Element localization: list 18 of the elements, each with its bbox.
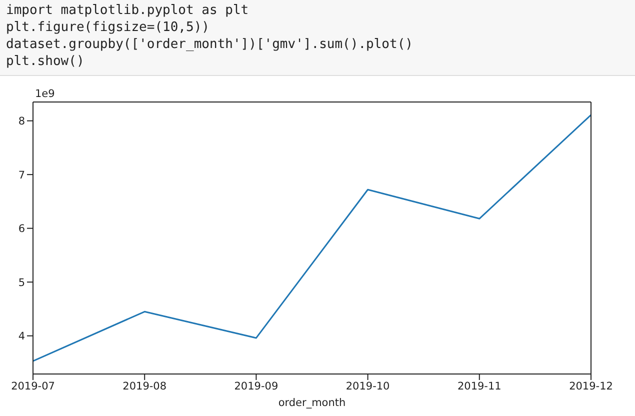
x-tick-label: 2019-11: [457, 380, 502, 392]
y-tick-label: 4: [18, 330, 26, 343]
text: plt.show(): [6, 53, 84, 70]
x-tick-label: 2019-07: [11, 380, 55, 392]
y-tick-label: 5: [18, 276, 25, 289]
x-axis-title: order_month: [277, 396, 347, 410]
text: 1e9: [35, 88, 55, 100]
y-tick-label: 6: [18, 223, 26, 236]
x-tick-label: 2019-12: [569, 380, 613, 392]
text: import matplotlib.pyplot as plt: [6, 2, 249, 19]
x-tick-label: 2019-08: [122, 380, 167, 392]
y-tick-label: 7: [18, 169, 25, 182]
y-tick-label: 8: [18, 116, 25, 128]
text: dataset.groupby(['order_month'])['gmv'].sum().plot(): [6, 36, 413, 53]
line-series: [32, 114, 592, 362]
x-tick-label: 2019-10: [346, 380, 390, 392]
x-tick-label: 2019-09: [234, 380, 278, 392]
text: plt.figure(figsize=(10,5)): [6, 19, 210, 36]
